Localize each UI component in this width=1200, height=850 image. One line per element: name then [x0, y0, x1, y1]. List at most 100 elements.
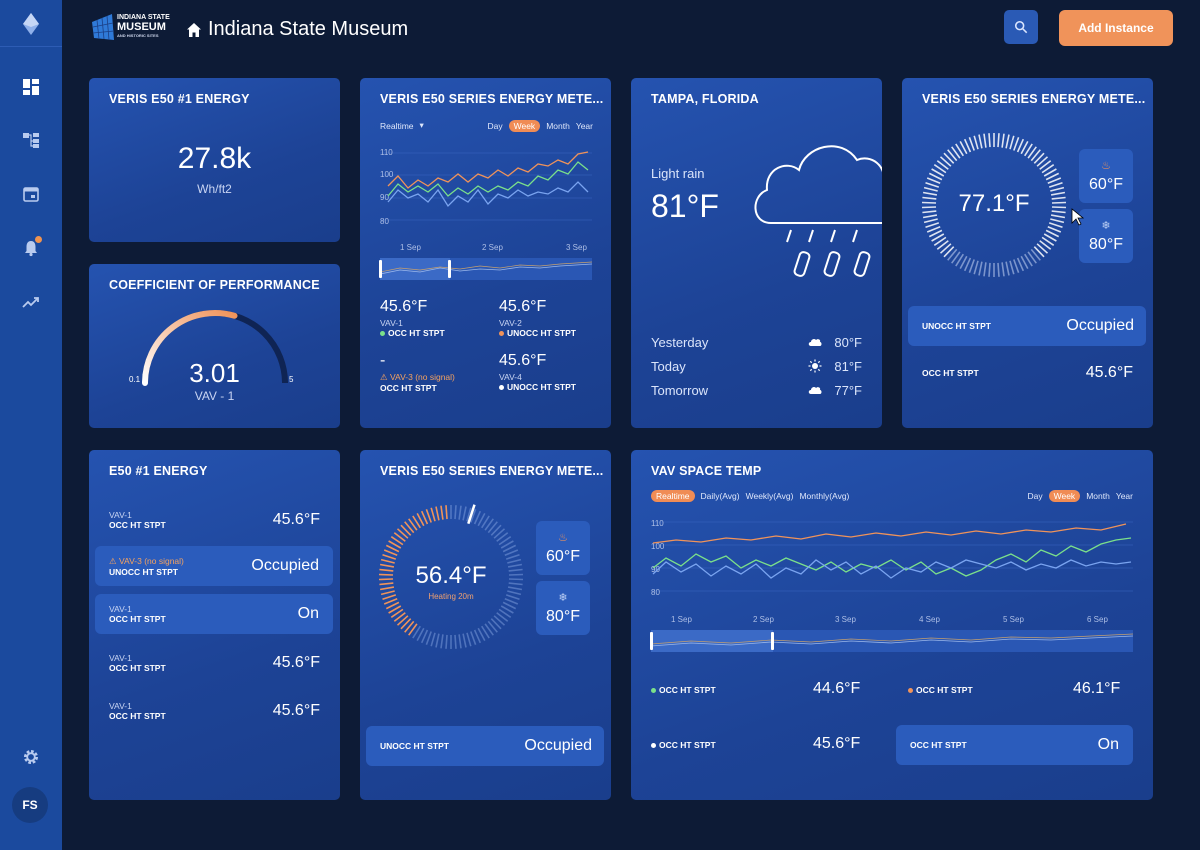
dial-tick — [1020, 255, 1029, 269]
dial-tick — [1045, 172, 1060, 181]
forecast-temp: 77°F — [834, 382, 862, 398]
dial-tick — [959, 255, 968, 269]
heating-thermostat-card[interactable]: VERIS E50 SERIES ENERGY METE... 56.4°F H… — [360, 450, 611, 800]
thermostat-card[interactable]: VERIS E50 SERIES ENERGY METE... 77.1°F ♨… — [902, 78, 1153, 428]
dial-tick — [435, 506, 440, 521]
dial-tick — [430, 507, 436, 522]
tab-day[interactable]: Day — [487, 121, 503, 131]
dashboard-icon[interactable] — [11, 67, 51, 107]
tab-year[interactable]: Year — [1115, 491, 1133, 501]
forecast-row: Tomorrow 77°F — [651, 378, 862, 402]
forecast-day: Tomorrow — [651, 382, 709, 398]
avatar[interactable]: FS — [12, 787, 48, 823]
dial-tick — [943, 152, 955, 164]
tab-month[interactable]: Month — [1086, 491, 1110, 501]
weather-card[interactable]: TAMPA, FLORIDA Light rain 81°F Yesterday… — [631, 78, 882, 428]
dial-tick — [493, 528, 506, 539]
cool-setpoint[interactable]: ❄ 80°F — [536, 581, 590, 635]
tab-daily[interactable]: Daily(Avg) — [700, 491, 740, 501]
sidebar-divider — [0, 46, 62, 47]
dial-tick — [1051, 201, 1067, 204]
dial-tick — [505, 594, 520, 600]
dial-tick — [445, 505, 448, 520]
brush-handle-left[interactable] — [650, 632, 653, 650]
heat-value: 60°F — [546, 547, 580, 565]
gear-icon[interactable] — [11, 737, 51, 777]
cop-card[interactable]: COEFFICIENT OF PERFORMANCE 0.1 5 3.01 VA… — [89, 264, 340, 428]
dial-tick — [978, 261, 983, 276]
setpoint-marker[interactable] — [467, 504, 476, 525]
dial-tick — [425, 631, 432, 645]
y-tick: 80 — [651, 588, 660, 597]
brush-handle-right[interactable] — [771, 632, 774, 650]
weather-temp: 81°F — [651, 188, 719, 224]
item-value: 45.6°F — [272, 654, 320, 671]
range-selection[interactable] — [380, 258, 450, 280]
heating-dial[interactable] — [376, 502, 526, 652]
range-selection[interactable] — [651, 630, 773, 652]
list-item: VAV-1 OCC HT STPT — [109, 510, 166, 530]
status-dot — [651, 743, 656, 749]
card-title: VAV SPACE TEMP — [651, 464, 762, 478]
search-button[interactable] — [1004, 10, 1038, 44]
tab-year[interactable]: Year — [575, 121, 593, 131]
tab-realtime[interactable]: Realtime — [651, 490, 695, 502]
reading-2: 45.6°F VAV-2 UNOCC HT STPT — [499, 298, 576, 338]
list-item-highlight[interactable]: ⚠ VAV-3 (no signal) UNOCC HT STPT Occupi… — [95, 546, 333, 586]
row-label: OCC HT STPT — [910, 740, 967, 750]
dial-tick — [462, 506, 467, 521]
heat-setpoint[interactable]: ♨ 60°F — [536, 521, 590, 575]
meter-line-chart: 110 100 90 80 1 Sep 2 Sep 3 Sep — [379, 148, 593, 280]
dial-tick — [445, 634, 448, 649]
add-instance-button[interactable]: Add Instance — [1059, 10, 1173, 46]
dial-tick — [925, 182, 940, 188]
home-icon[interactable] — [186, 22, 202, 38]
dial-tick — [393, 612, 406, 622]
dial-tick — [490, 524, 502, 536]
card-title: VERIS E50 SERIES ENERGY METE... — [380, 92, 604, 106]
dial-tick — [379, 568, 394, 572]
tab-weekly[interactable]: Weekly(Avg) — [745, 491, 794, 501]
item-name: VAV-1 — [109, 604, 132, 614]
calendar-icon[interactable] — [11, 174, 51, 214]
reading-value: 45.6°F — [499, 298, 547, 315]
dial-tick — [382, 594, 397, 600]
tab-week[interactable]: Week — [1048, 490, 1081, 502]
tab-month[interactable]: Month — [546, 121, 570, 131]
list-item-highlight[interactable]: VAV-1 OCC HT STPT On — [95, 594, 333, 634]
tab-week[interactable]: Week — [508, 120, 541, 132]
energy-value: 27.8k — [177, 142, 252, 175]
dial-tick — [508, 573, 524, 576]
cool-value: 80°F — [1089, 235, 1123, 253]
bell-icon[interactable] — [11, 228, 51, 268]
brush-handle-left[interactable] — [379, 260, 382, 278]
card-title: VERIS E50 SERIES ENERGY METE... — [922, 92, 1146, 106]
forecast-row: Yesterday 80°F — [651, 330, 862, 354]
dial-tick — [490, 618, 502, 630]
dial-tick — [922, 191, 938, 196]
logo-icon[interactable] — [11, 4, 51, 44]
brush-handle-right[interactable] — [448, 260, 451, 278]
dial-tick — [505, 554, 520, 560]
trend-icon[interactable] — [11, 282, 51, 322]
heat-setpoint[interactable]: ♨ 60°F — [1079, 149, 1133, 203]
dial-tick — [1045, 229, 1060, 238]
reading-3: - ⚠ VAV-3 (no signal) OCC HT STPT — [380, 352, 455, 393]
tab-monthly[interactable]: Monthly(Avg) — [799, 491, 850, 501]
dial-tick — [500, 540, 514, 549]
meter-chart-card[interactable]: VERIS E50 SERIES ENERGY METE... Realtime… — [360, 78, 611, 428]
reading-name: VAV-4 — [499, 372, 522, 382]
dial-tick — [983, 133, 987, 148]
logo-line-3: AND HISTORIC SITES — [117, 33, 159, 38]
row-label: UNOCC HT STPT — [380, 741, 449, 751]
hierarchy-icon[interactable] — [11, 120, 51, 160]
e50-energy-card[interactable]: E50 #1 ENERGY VAV-1 OCC HT STPT 45.6°F ⚠… — [89, 450, 340, 800]
cool-setpoint[interactable]: ❄ 80°F — [1079, 209, 1133, 263]
realtime-dropdown[interactable]: Realtime ▾ — [380, 120, 424, 131]
tab-day[interactable]: Day — [1027, 491, 1043, 501]
thermostat-dial[interactable] — [919, 130, 1069, 280]
vav-space-temp-card[interactable]: VAV SPACE TEMP Realtime Daily(Avg) Weekl… — [631, 450, 1153, 800]
mode-tabs: Realtime Daily(Avg) Weekly(Avg) Monthly(… — [651, 490, 849, 502]
energy-card[interactable]: VERIS E50 #1 ENERGY 27.8k Wh/ft2 — [89, 78, 340, 242]
dial-tick — [997, 133, 1000, 148]
